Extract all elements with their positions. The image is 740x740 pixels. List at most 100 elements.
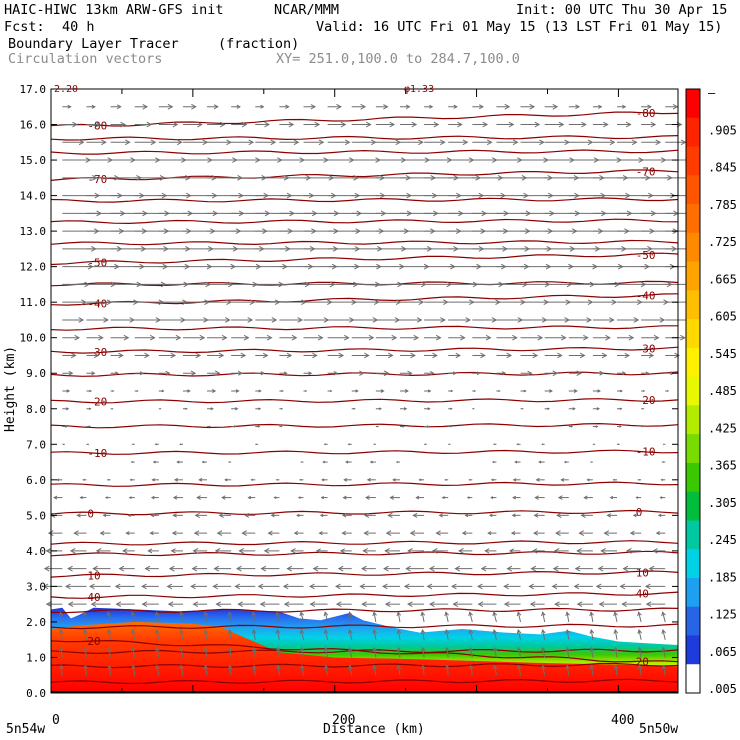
y-tick-label: 11.0 (20, 296, 47, 309)
isotherm-label: -70 (636, 165, 656, 178)
wind-vector-head (418, 478, 422, 482)
wind-vector (300, 612, 304, 623)
colorbar-swatch (686, 520, 700, 550)
wind-vector-head (521, 407, 524, 410)
wind-vector-head (240, 352, 247, 359)
wind-vector-head (348, 646, 353, 652)
wind-vector-head (595, 425, 599, 428)
wind-vector-head (618, 443, 621, 446)
wind-vector-head (674, 352, 680, 359)
wind-vector-head (508, 548, 514, 554)
wind-vector-head (514, 460, 518, 464)
wind-vector-head (120, 121, 126, 128)
wind-vector-head (565, 628, 570, 634)
wind-vector-head (661, 628, 666, 634)
wind-vector (156, 665, 160, 676)
wind-vector-head (201, 460, 205, 464)
wind-vector-head (273, 496, 277, 499)
wind-vector-head (573, 389, 578, 393)
wind-vector-head (579, 352, 586, 359)
wind-vector (445, 612, 449, 623)
wind-vector-head (74, 334, 81, 341)
wind-vector-head (672, 104, 679, 110)
wind-vector-head (151, 478, 155, 482)
wind-vector-head (53, 495, 58, 500)
wind-vector-head (167, 103, 174, 110)
wind-vector-head (123, 334, 130, 341)
wind-vector (132, 647, 136, 658)
wind-vector-head (395, 461, 399, 464)
wind-vector-head (578, 530, 585, 536)
wind-vector-head (429, 370, 435, 376)
wind-vector-head (420, 646, 426, 652)
isotherm-line (50, 422, 679, 429)
wind-vector-head (657, 513, 662, 518)
wind-vector-head (175, 334, 182, 341)
wind-vector-head (365, 121, 372, 128)
wind-vector-head (366, 477, 371, 482)
wind-vector-head (457, 121, 463, 128)
wind-vector-head (659, 496, 663, 499)
wind-vector-head (79, 496, 83, 500)
wind-vector-head (227, 664, 233, 670)
isotherm-label: 20 (636, 655, 649, 668)
colorbar-swatch (686, 376, 700, 406)
wind-vector-head (476, 371, 481, 376)
wind-vector-head (441, 496, 445, 500)
wind-vector-head (383, 104, 389, 110)
wind-vector-head (629, 530, 635, 536)
wind-vector-head (76, 513, 81, 518)
wind-vector-head (250, 478, 254, 481)
wind-vector-head (107, 664, 112, 670)
isotherm-label: -10 (87, 447, 107, 460)
wind-vector-head (212, 583, 218, 590)
wind-vector-head (516, 443, 519, 446)
wind-vector-head (431, 548, 438, 554)
wind-vector-head (42, 583, 49, 590)
wind-vector-head (589, 611, 594, 617)
wind-vector-head (576, 370, 583, 377)
wind-vector (229, 629, 232, 640)
wind-vector-head (233, 425, 237, 428)
wind-vector (301, 647, 304, 658)
isotherm-label: -40 (87, 298, 107, 311)
wind-vector-head (281, 389, 284, 393)
wind-vector-head (65, 583, 71, 590)
wind-vector-head (464, 513, 469, 518)
wind-vector-head (102, 513, 107, 518)
wind-vector-head (318, 531, 323, 536)
wind-vector-head (199, 334, 206, 341)
wind-vector-head (218, 512, 224, 519)
wind-vector-head (595, 583, 602, 590)
colorbar-swatch (686, 204, 700, 234)
wind-vector-head (503, 601, 510, 608)
colorbar-swatch (686, 89, 700, 119)
wind-vector-head (452, 371, 457, 376)
wind-vector-head (296, 513, 300, 518)
tracer-core (51, 621, 678, 693)
colorbar-swatch (686, 606, 700, 636)
colorbar-swatch (686, 117, 700, 148)
wind-vector-head (387, 512, 393, 519)
wind-vector-head (324, 664, 329, 670)
wind-vector-head (452, 601, 459, 608)
wind-vector-head (619, 407, 623, 411)
wind-vector (253, 665, 256, 676)
valid-time: Valid: 16 UTC Fri 01 May 15 (13 LST Fri … (316, 19, 723, 35)
colorbar-label: .425 (708, 421, 737, 435)
wind-vector-head (384, 601, 391, 608)
wind-vector (469, 612, 473, 623)
wind-vector-head (136, 389, 139, 393)
wind-vector-head (131, 443, 134, 446)
wind-vector-head (426, 425, 430, 428)
wind-vector-head (221, 334, 228, 341)
wind-vector-head (288, 121, 295, 128)
wind-vector-head (192, 601, 199, 608)
wind-vector-head (247, 495, 252, 500)
wind-vector-head (560, 477, 565, 482)
wind-vector-head (256, 443, 259, 446)
wind-vector-head (389, 495, 395, 500)
wind-vector-head (637, 611, 642, 617)
wind-vector (349, 612, 353, 623)
wind-vector-head (549, 389, 553, 393)
